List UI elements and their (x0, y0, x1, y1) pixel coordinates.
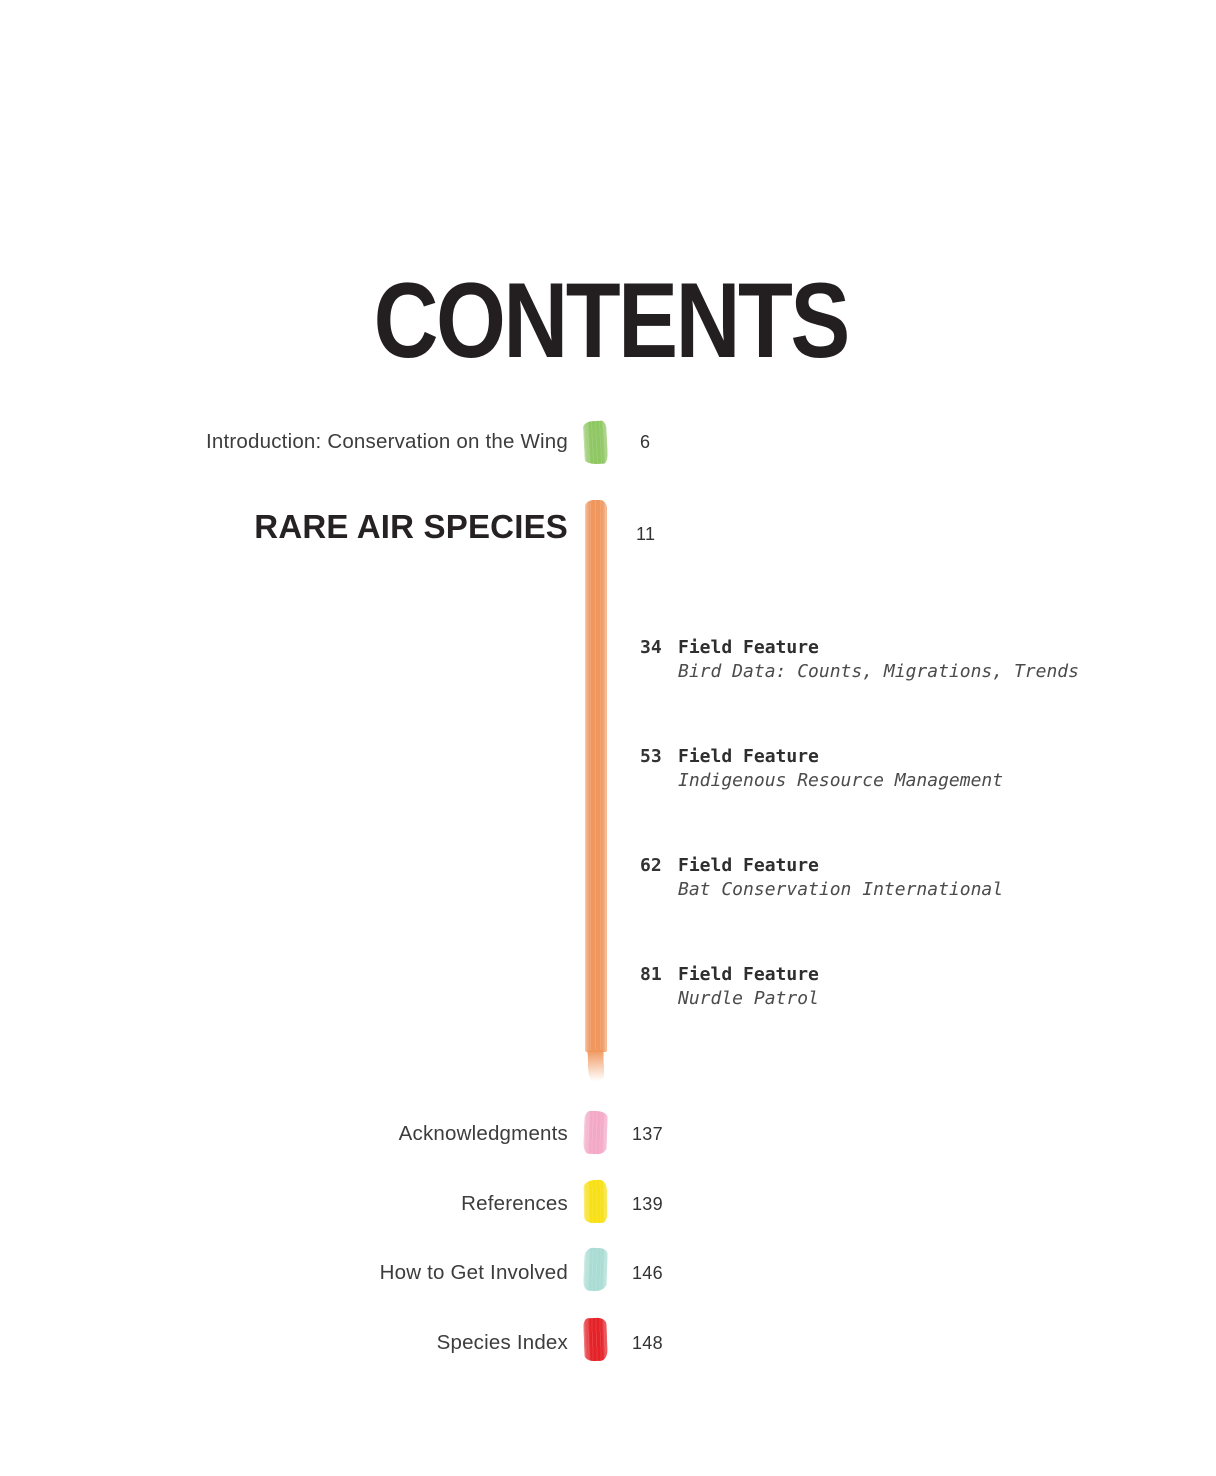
feature-subtitle: Indigenous Resource Management (678, 770, 1004, 791)
feature-subtitle: Nurdle Patrol (678, 988, 819, 1009)
yellow-brush-mark-icon (583, 1179, 608, 1224)
feature-title: Field Feature (678, 855, 819, 876)
feature-title: Field Feature (678, 746, 819, 767)
teal-brush-mark-icon (583, 1247, 608, 1292)
toc-entry-field-feature-2: 53 Field Feature Indigenous Resource Man… (640, 745, 1003, 793)
feature-page: 62 (640, 855, 662, 876)
pink-brush-mark-shape (583, 1110, 608, 1155)
toc-entry-species-index-page: 148 (632, 1333, 663, 1353)
feature-page: 53 (640, 746, 662, 767)
feature-title: Field Feature (678, 964, 819, 985)
feature-head: 53 Field Feature (640, 745, 1003, 769)
feature-page: 34 (640, 637, 662, 658)
toc-entry-field-feature-4: 81 Field Feature Nurdle Patrol (640, 963, 819, 1011)
toc-entry-field-feature-3: 62 Field Feature Bat Conservation Intern… (640, 854, 1003, 902)
feature-head: 34 Field Feature (640, 636, 1079, 660)
feature-subtitle: Bird Data: Counts, Migrations, Trends (678, 661, 1079, 682)
toc-entry-species-index-label: Species Index (436, 1331, 568, 1354)
feature-head: 81 Field Feature (640, 963, 819, 987)
orange-brush-stroke-tail (587, 1049, 605, 1085)
toc-section-rare-air-species-page: 11 (636, 524, 656, 544)
pink-brush-mark-icon (583, 1110, 608, 1155)
toc-entry-how-to-get-involved-label: How to Get Involved (379, 1261, 568, 1284)
teal-brush-mark-shape (583, 1247, 608, 1292)
green-brush-mark-icon (582, 420, 609, 465)
toc-entry-references-label: References (461, 1192, 568, 1215)
page-title: CONTENTS (373, 260, 851, 380)
red-brush-mark-icon (583, 1317, 608, 1362)
green-brush-mark-shape (582, 420, 609, 465)
toc-entry-field-feature-1: 34 Field Feature Bird Data: Counts, Migr… (640, 636, 1079, 684)
orange-brush-stroke-icon (585, 500, 607, 1052)
toc-entry-introduction-label: Introduction: Conservation on the Wing (206, 430, 568, 453)
toc-entry-acknowledgments-label: Acknowledgments (398, 1122, 568, 1145)
toc-entry-references-page: 139 (632, 1194, 663, 1214)
yellow-brush-mark-shape (583, 1179, 608, 1224)
toc-entry-how-to-get-involved-page: 146 (632, 1263, 663, 1283)
toc-entry-acknowledgments-page: 137 (632, 1124, 663, 1144)
feature-page: 81 (640, 964, 662, 985)
toc-section-rare-air-species-label: RARE AIR SPECIES (254, 508, 568, 545)
feature-title: Field Feature (678, 637, 819, 658)
toc-entry-introduction-page: 6 (640, 432, 651, 452)
feature-head: 62 Field Feature (640, 854, 1003, 878)
red-brush-mark-shape (583, 1317, 608, 1362)
feature-subtitle: Bat Conservation International (678, 879, 1004, 900)
